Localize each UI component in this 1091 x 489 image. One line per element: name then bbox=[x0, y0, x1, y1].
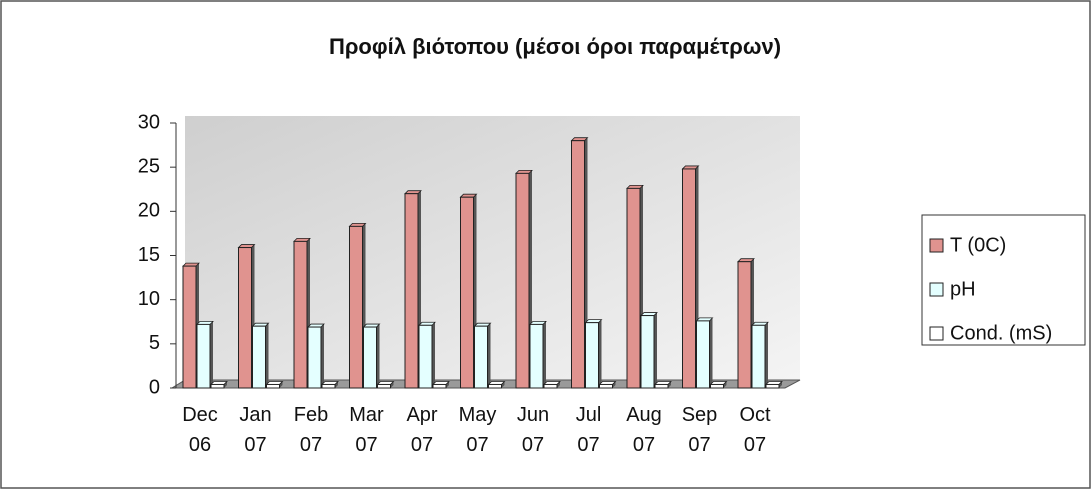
x-tick-label: Feb 07 bbox=[293, 404, 329, 456]
x-tick-label: Mar 07 bbox=[349, 404, 384, 456]
x-tick-label: Dec 06 bbox=[182, 404, 218, 456]
bar bbox=[432, 383, 447, 389]
bar-side bbox=[598, 319, 602, 388]
bar-side bbox=[709, 317, 713, 388]
bar bbox=[599, 383, 613, 389]
bar bbox=[349, 225, 363, 389]
legend-box bbox=[921, 214, 1086, 346]
bar bbox=[266, 383, 280, 389]
bar bbox=[363, 326, 377, 389]
y-tick-label: 25 bbox=[138, 155, 160, 177]
bar bbox=[488, 383, 502, 389]
bar bbox=[307, 326, 322, 389]
bar bbox=[515, 172, 530, 389]
bar-side bbox=[432, 322, 435, 388]
bar bbox=[377, 383, 391, 389]
bar bbox=[765, 383, 780, 389]
y-tick-label: 10 bbox=[138, 288, 160, 310]
bar-side bbox=[390, 381, 394, 388]
x-tick-label: Jul 07 bbox=[575, 404, 602, 456]
y-tick-label: 5 bbox=[149, 332, 160, 354]
y-tick-label: 20 bbox=[138, 200, 160, 222]
bar-side bbox=[557, 381, 560, 388]
legend-label: T (0C) bbox=[950, 234, 1006, 256]
bar-side bbox=[501, 381, 505, 388]
bar bbox=[252, 325, 266, 389]
y-tick-label: 0 bbox=[149, 376, 160, 398]
bar-side bbox=[668, 381, 671, 388]
bar bbox=[571, 140, 585, 389]
bar bbox=[585, 322, 599, 389]
bar-side bbox=[265, 323, 269, 388]
bar-side bbox=[654, 312, 657, 388]
bar-side bbox=[224, 381, 227, 388]
x-tick-label: Aug 07 bbox=[626, 404, 662, 456]
bar bbox=[210, 383, 225, 389]
bar bbox=[293, 240, 308, 389]
bar-side bbox=[446, 381, 449, 388]
bar-side bbox=[779, 381, 782, 388]
bar bbox=[626, 187, 641, 389]
bar-side bbox=[335, 381, 338, 388]
y-tick-label: 15 bbox=[138, 244, 160, 266]
x-tick-label: Sep 07 bbox=[681, 404, 718, 456]
bar bbox=[710, 383, 724, 389]
x-tick-label: Oct 07 bbox=[739, 404, 771, 456]
x-tick-label: Apr 07 bbox=[406, 404, 438, 456]
bar bbox=[182, 265, 197, 389]
bar bbox=[404, 193, 419, 389]
bar bbox=[529, 323, 544, 389]
bar-side bbox=[321, 324, 324, 388]
bar bbox=[474, 325, 488, 389]
bar-side bbox=[765, 322, 768, 388]
bar bbox=[654, 383, 669, 389]
bar bbox=[321, 383, 336, 389]
legend-label: Cond. (mS) bbox=[950, 322, 1052, 344]
bar bbox=[640, 315, 655, 389]
bar bbox=[238, 247, 252, 389]
bar-side bbox=[487, 323, 491, 388]
bar bbox=[682, 168, 696, 389]
legend-label: pH bbox=[950, 278, 976, 300]
bar-side bbox=[279, 381, 283, 388]
legend-swatch bbox=[929, 326, 944, 341]
x-tick-label: May 07 bbox=[458, 404, 497, 456]
bar bbox=[696, 320, 710, 389]
bar-side bbox=[723, 381, 727, 388]
bar bbox=[196, 323, 211, 389]
bar bbox=[460, 196, 474, 389]
x-tick-label: Jan 07 bbox=[239, 404, 272, 456]
legend-swatch bbox=[929, 282, 944, 297]
bar bbox=[751, 324, 766, 389]
bar bbox=[543, 383, 558, 389]
bar-side bbox=[543, 321, 546, 388]
bar-side bbox=[210, 321, 213, 388]
bar bbox=[418, 324, 433, 389]
chart-title: Προφίλ βιότοπου (μέσοι όροι παραμέτρων) bbox=[329, 34, 781, 59]
bar bbox=[737, 261, 752, 389]
bar-side bbox=[612, 381, 616, 388]
y-tick-label: 30 bbox=[138, 111, 160, 133]
legend-swatch bbox=[929, 238, 944, 253]
x-tick-label: Jun 07 bbox=[516, 404, 550, 456]
bar-side bbox=[376, 324, 380, 388]
